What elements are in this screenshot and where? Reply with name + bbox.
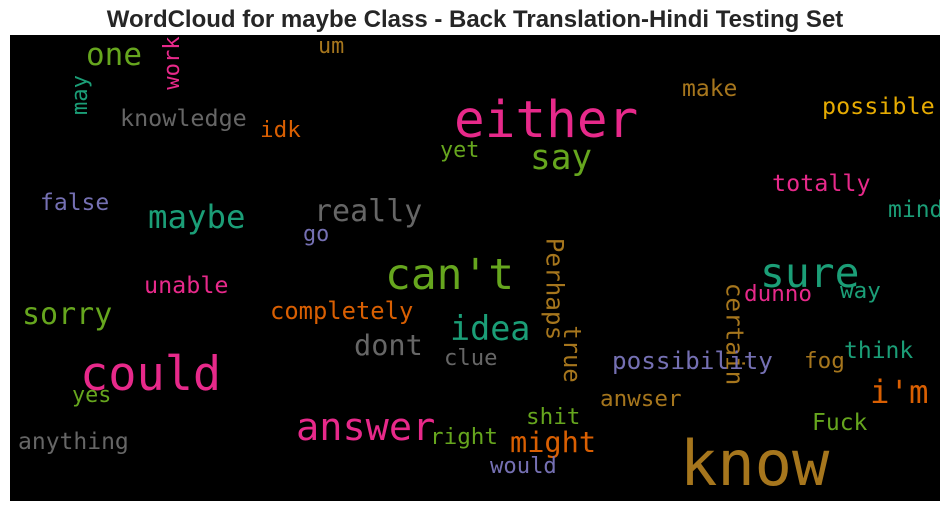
word-say: say: [530, 138, 592, 178]
word-maybe: maybe: [148, 198, 246, 236]
word-know: know: [680, 427, 830, 500]
word-really: really: [314, 194, 422, 229]
word-yet: yet: [440, 138, 479, 163]
word-idk: idk: [260, 117, 301, 143]
word-group: know either could can't sure answer say idea may…: [18, 35, 940, 500]
word-one: one: [86, 37, 142, 73]
word-perhaps: Perhaps: [541, 238, 570, 340]
wordcloud-background: [10, 35, 940, 501]
word-sorry: sorry: [22, 297, 112, 332]
word-fog: fog: [804, 348, 845, 374]
word-dont: dont: [354, 328, 423, 362]
word-either: either: [454, 91, 638, 150]
word-totally: totally: [772, 169, 871, 197]
word-false: false: [40, 190, 109, 216]
word-may: may: [67, 75, 93, 115]
word-knowledge: knowledge: [120, 104, 247, 132]
word-um: um: [318, 35, 344, 59]
word-answer: answer: [296, 405, 435, 450]
word-anwser: anwser: [600, 386, 682, 412]
word-would: would: [490, 453, 557, 479]
word-possible: possible: [822, 92, 935, 120]
chart-title: WordCloud for maybe Class - Back Transla…: [106, 6, 844, 33]
word-mind: mind: [888, 197, 940, 223]
word-fuck: Fuck: [812, 410, 868, 436]
wordcloud-canvas: know either could can't sure answer say idea may…: [10, 35, 940, 501]
word-might: might: [510, 425, 596, 459]
word-possibility: possibility: [612, 346, 773, 375]
word-dunno: dunno: [744, 281, 812, 307]
word-think: think: [844, 338, 913, 364]
word-i-m: i'm: [870, 373, 929, 411]
word-certain: certain: [721, 283, 750, 385]
word-yes: yes: [72, 383, 111, 408]
word-true: true: [558, 325, 586, 382]
word-can-t: can't: [385, 250, 514, 300]
word-clue: clue: [444, 345, 497, 371]
word-sure: sure: [760, 249, 859, 297]
word-unable: unable: [144, 271, 229, 299]
word-make: make: [682, 76, 737, 102]
word-go: go: [303, 222, 329, 247]
word-work: work: [159, 36, 185, 90]
word-anything: anything: [18, 429, 129, 455]
word-idea: idea: [450, 309, 530, 348]
word-way: way: [840, 278, 881, 304]
word-shit: shit: [526, 404, 580, 430]
word-right: right: [430, 424, 498, 450]
word-completely: completely: [270, 297, 413, 325]
word-could: could: [80, 347, 221, 402]
